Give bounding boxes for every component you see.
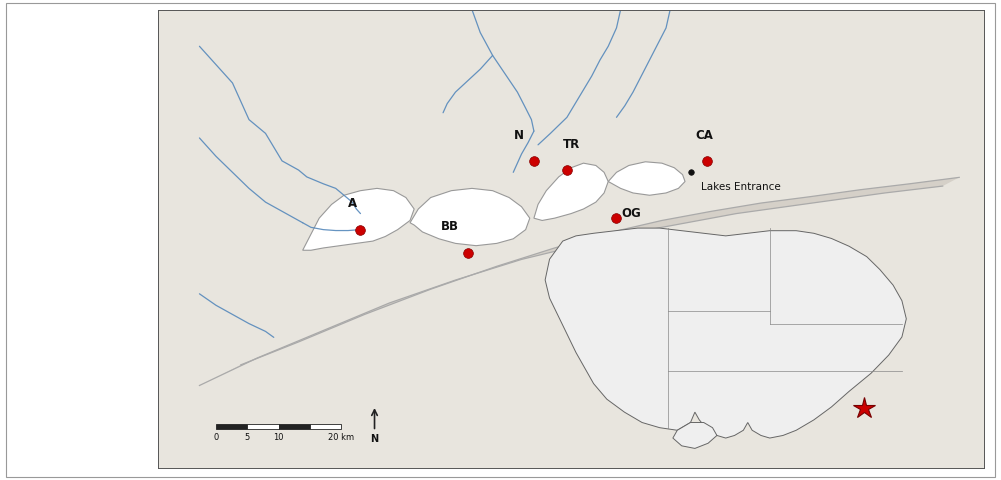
Polygon shape — [609, 162, 685, 195]
Polygon shape — [302, 188, 414, 250]
Text: 5: 5 — [244, 432, 250, 442]
Text: N: N — [515, 129, 525, 142]
Text: A: A — [347, 197, 356, 210]
Polygon shape — [546, 228, 906, 438]
Text: 0: 0 — [213, 432, 218, 442]
Polygon shape — [410, 188, 530, 246]
Polygon shape — [673, 422, 717, 448]
Text: CA: CA — [695, 129, 713, 142]
Bar — [278, 423, 310, 429]
Polygon shape — [199, 178, 959, 385]
Text: OG: OG — [622, 207, 642, 220]
Text: 20 km: 20 km — [328, 432, 354, 442]
Text: N: N — [370, 433, 378, 444]
Bar — [310, 423, 341, 429]
Text: Lakes Entrance: Lakes Entrance — [701, 181, 781, 192]
Text: TR: TR — [564, 138, 581, 151]
Polygon shape — [534, 163, 609, 220]
Bar — [247, 423, 278, 429]
Text: 10: 10 — [273, 432, 284, 442]
Text: BB: BB — [440, 220, 458, 233]
Bar — [216, 423, 247, 429]
